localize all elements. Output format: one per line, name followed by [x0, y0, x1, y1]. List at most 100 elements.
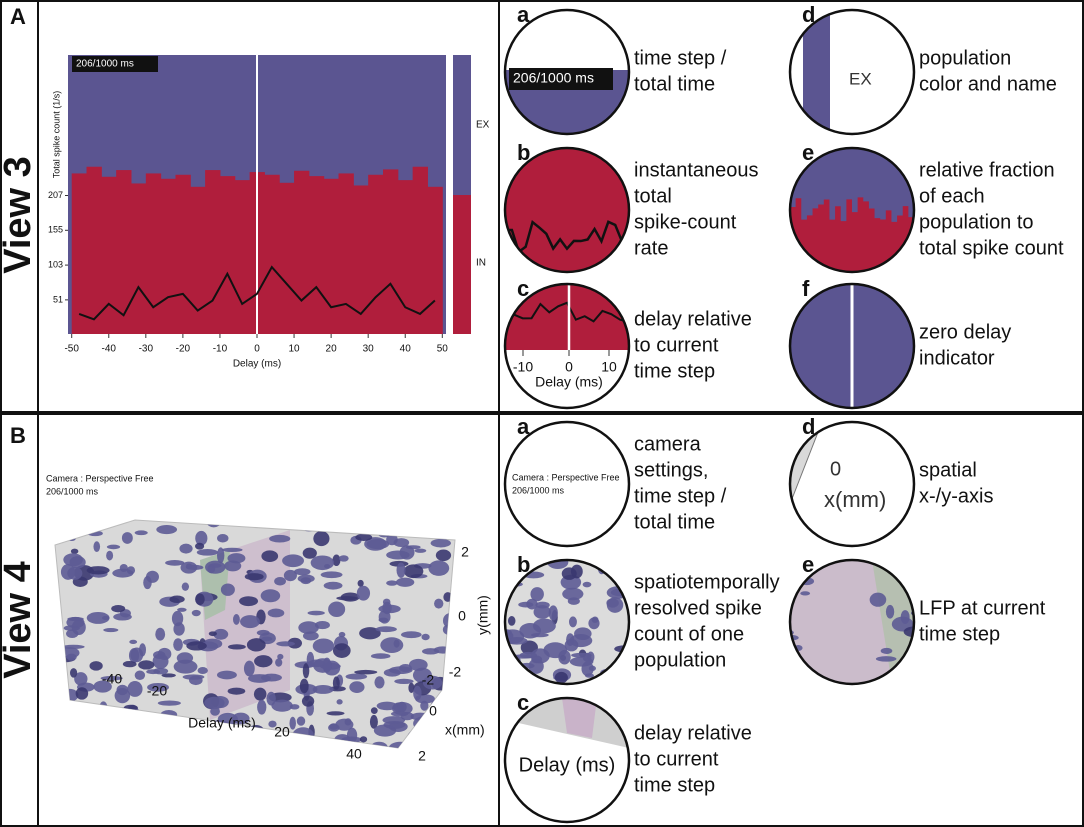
spike-blob [904, 674, 914, 684]
x-tick-label: -10 [513, 359, 533, 375]
spike-blob [428, 560, 450, 576]
spike-blob [390, 711, 409, 717]
spike-blob [161, 673, 176, 678]
x-tick-label: 20 [326, 344, 338, 355]
spike-blob [301, 695, 315, 707]
spike-blob [269, 534, 291, 543]
spike-blob [562, 587, 584, 601]
spike-blob [296, 716, 306, 726]
spike-blob [422, 675, 443, 690]
inset-border [503, 420, 631, 548]
axis-label: x(mm) [824, 487, 886, 512]
spike-blob [157, 647, 172, 661]
inset-caption: spatial [919, 459, 977, 481]
time-label: 206/1000 ms [46, 486, 99, 496]
spike-blob [338, 555, 349, 562]
inset-caption: of each [919, 185, 985, 207]
spike-blob [374, 676, 385, 689]
spike-blob [271, 699, 293, 712]
area-bin [205, 170, 221, 334]
spike-blob [289, 704, 300, 710]
spike-blob [282, 554, 304, 568]
spike-blob [612, 562, 625, 575]
spike-blob [359, 524, 368, 531]
inset-caption: total [634, 185, 672, 207]
spike-blob [179, 543, 193, 554]
spike-blob [369, 714, 378, 729]
spike-blob [71, 619, 86, 636]
area-bin [264, 174, 280, 334]
spike-blob [197, 667, 208, 674]
area-bin [116, 170, 132, 334]
spike-blob [204, 696, 225, 710]
spike-blob [205, 560, 226, 574]
lfp-plane [562, 698, 597, 738]
spike-blob [414, 548, 427, 553]
spike-blob [171, 610, 184, 627]
x-tick-label: -30 [139, 344, 154, 355]
y-tick-label: 2 [461, 544, 469, 560]
x-tick-label: -2 [422, 672, 435, 688]
y-axis-label: Total spike count (1/s) [51, 91, 61, 179]
spike-blob [276, 641, 295, 647]
spike-blob [103, 627, 119, 633]
spike-blob [505, 562, 517, 572]
spike-blob [869, 592, 887, 607]
spike-blob [146, 570, 159, 583]
spike-blob [261, 636, 273, 642]
x-tick-label: 10 [601, 359, 617, 375]
spike-blob [130, 647, 144, 663]
spike-blob [126, 566, 136, 575]
spike-blob [533, 605, 551, 619]
area-bin [397, 180, 414, 334]
inset-letter: d [802, 414, 815, 439]
spike-blob [239, 596, 259, 607]
area-bin [71, 173, 88, 334]
x-tick-label: 0 [429, 703, 437, 719]
spike-blob [356, 585, 371, 601]
spike-blob [605, 668, 623, 684]
spike-blob [616, 560, 629, 564]
spike-blob [357, 579, 364, 587]
x-tick-label: -40 [102, 344, 117, 355]
inset-border [503, 146, 631, 274]
spike-blob [246, 744, 254, 748]
y-axis-label: y(mm) [475, 595, 491, 635]
axis-label: Delay (ms) [519, 754, 616, 776]
legend-label: EX [476, 120, 490, 131]
spike-blob [507, 616, 516, 626]
spike-blob [134, 530, 148, 536]
spike-blob [380, 637, 404, 653]
spike-blob [147, 682, 169, 692]
x-tick-label: 50 [437, 344, 449, 355]
y-tick-label: 207 [48, 190, 63, 200]
spike-blob [355, 533, 373, 541]
inset-caption: delay relative [634, 722, 752, 744]
inset-content [790, 560, 914, 684]
spike-blob [138, 660, 155, 670]
spike-blob [111, 605, 126, 613]
spike-blob [399, 545, 415, 560]
spike-blob [275, 658, 283, 667]
spike-blob [345, 673, 368, 680]
spike-blob [505, 680, 522, 684]
spike-blob [326, 741, 348, 748]
spike-blob [181, 582, 190, 591]
spike-blob [217, 534, 229, 543]
spike-blob [254, 655, 273, 668]
inset-caption: population [919, 47, 1011, 69]
spike-blob [208, 631, 217, 637]
time-label-box [72, 56, 158, 72]
spike-blob [244, 573, 264, 581]
spike-blob [86, 566, 110, 575]
inset-caption: spatiotemporally [634, 571, 780, 593]
y-tick-label: 51 [53, 294, 63, 304]
spike-blob [332, 643, 351, 658]
spike-blob [582, 581, 592, 588]
area-bin [145, 173, 162, 334]
x-tick-label: 2 [418, 748, 426, 764]
spike-blob [514, 677, 528, 684]
spike-blob [530, 648, 550, 664]
axis-tick: 0 [830, 458, 841, 480]
